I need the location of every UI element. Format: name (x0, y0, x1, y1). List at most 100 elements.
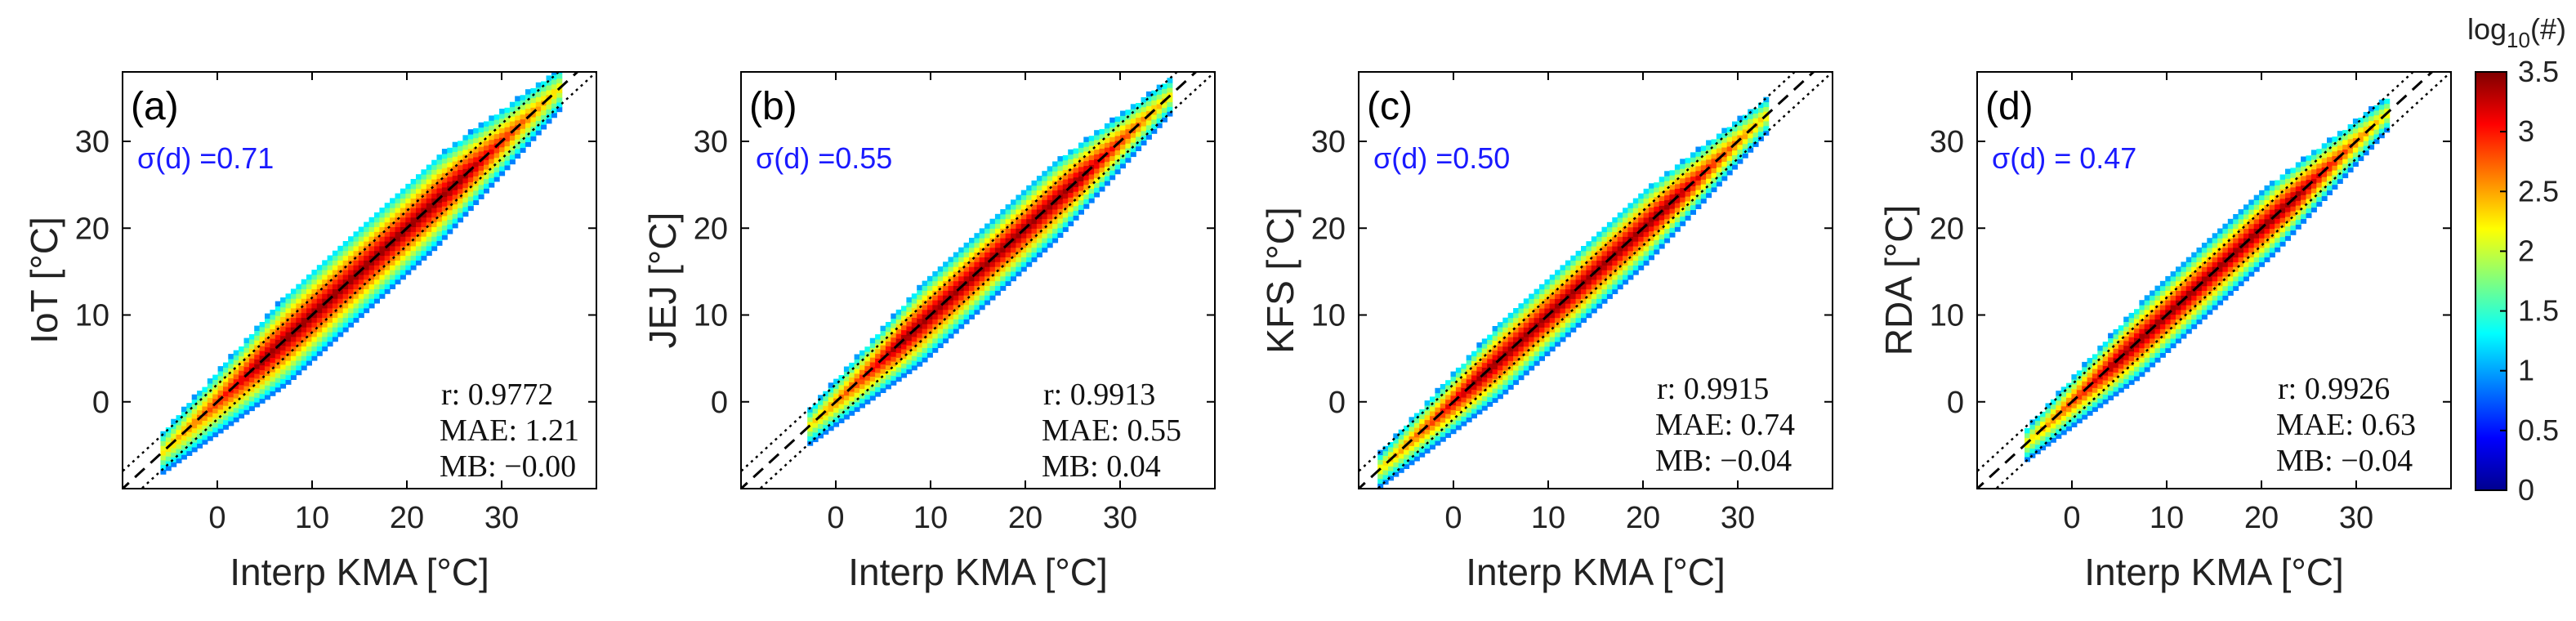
density-cell (348, 298, 355, 304)
density-cell (515, 119, 521, 126)
density-cell (1732, 150, 1738, 155)
density-cell (2358, 146, 2364, 152)
density-cell (416, 231, 422, 237)
density-cell (410, 231, 417, 237)
density-cell (948, 314, 954, 319)
density-cell (2191, 314, 2198, 320)
density-cell (1398, 434, 1404, 440)
density-cell (901, 363, 907, 369)
density-cell (823, 400, 829, 406)
density-cell (1513, 355, 1520, 361)
density-cell (1752, 127, 1759, 133)
density-cell (275, 373, 281, 378)
density-cell (1167, 92, 1173, 98)
density-cell (441, 149, 448, 154)
density-cell (1612, 221, 1618, 228)
density-cell (2185, 271, 2192, 277)
density-cell (452, 208, 458, 214)
density-cell (2212, 233, 2218, 239)
density-cell (458, 179, 464, 185)
density-cell (484, 150, 489, 155)
density-cell (1062, 159, 1069, 166)
density-cell (1404, 430, 1410, 436)
density-cell (270, 328, 276, 334)
density-cell (2243, 271, 2249, 277)
offset-line (1994, 72, 2451, 489)
density-cell (2170, 280, 2176, 287)
density-cell (1016, 199, 1022, 205)
density-cell (1638, 203, 1645, 208)
density-cell (535, 96, 542, 102)
density-cell (1617, 250, 1623, 257)
density-cell (2150, 337, 2156, 344)
density-cell (1632, 241, 1639, 247)
density-cell (405, 260, 412, 266)
density-cell (1732, 145, 1738, 151)
density-cell (2139, 347, 2145, 353)
density-cell (1088, 193, 1095, 199)
density-cell (1388, 446, 1394, 453)
y-tick-label: 20 (694, 212, 728, 246)
density-cell (1612, 260, 1618, 266)
density-cell (859, 383, 865, 390)
density-cell (358, 284, 364, 289)
density-cell (818, 423, 824, 429)
density-cell (1513, 374, 1520, 381)
density-cell (2113, 382, 2119, 387)
density-cell (270, 342, 276, 349)
density-cell (1492, 359, 1498, 365)
density-cell (316, 293, 323, 299)
density-cell (301, 312, 307, 319)
density-cell (989, 266, 996, 272)
density-cell (1549, 332, 1556, 337)
density-cell (296, 355, 302, 361)
density-cell (885, 379, 891, 385)
density-cell (2332, 150, 2338, 157)
density-cell (2378, 109, 2385, 114)
density-cell (342, 322, 349, 328)
density-cell (1016, 247, 1022, 253)
density-cell (2029, 448, 2036, 453)
density-cell (160, 445, 167, 451)
density-cell (212, 374, 219, 380)
x-tick-label: 0 (1444, 501, 1462, 535)
density-cell (2076, 394, 2083, 400)
density-cell (1125, 143, 1132, 149)
density-cell (1057, 232, 1064, 238)
density-cell (1643, 231, 1650, 237)
density-cell (1560, 308, 1566, 314)
density-cell (2243, 247, 2249, 253)
density-cell (1748, 123, 1754, 129)
density-cell (306, 351, 312, 356)
density-cell (2076, 399, 2083, 404)
density-cell (1565, 322, 1571, 328)
density-cell (1685, 158, 1691, 163)
density-cell (864, 385, 871, 391)
density-cell (2248, 218, 2255, 225)
density-cell (441, 172, 448, 178)
x-axis-label: Interp KMA [°C] (848, 551, 1108, 593)
density-cell (1742, 133, 1748, 140)
density-cell (2275, 247, 2281, 252)
density-cell (1455, 395, 1462, 402)
panel-label: (a) (131, 85, 179, 128)
density-cell (1062, 174, 1069, 180)
density-cell (462, 140, 469, 145)
density-cell (937, 300, 944, 306)
density-cell (974, 261, 980, 267)
density-cell (1062, 154, 1069, 161)
density-cell (1664, 204, 1671, 210)
density-cell (311, 303, 318, 309)
density-cell (1094, 182, 1100, 188)
density-cell (270, 391, 276, 396)
density-cell (2259, 252, 2266, 258)
density-cell (452, 165, 458, 172)
density-cell (2285, 230, 2291, 236)
density-cell (243, 404, 250, 410)
density-cell (301, 298, 307, 304)
density-cell (489, 139, 495, 145)
density-cell (2222, 275, 2229, 282)
density-cell (395, 279, 401, 285)
density-cell (1513, 312, 1520, 319)
density-cell (1109, 122, 1116, 128)
